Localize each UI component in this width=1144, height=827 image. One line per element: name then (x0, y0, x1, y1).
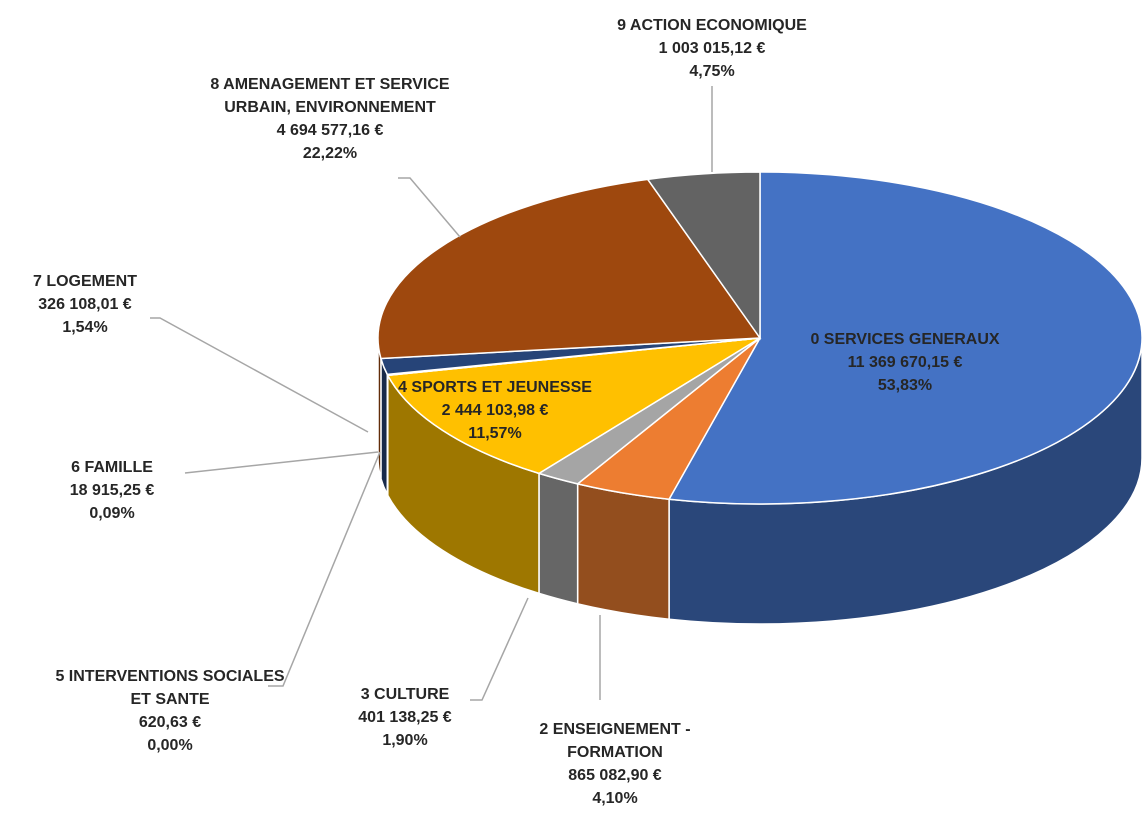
slice-label: 6 FAMILLE 18 915,25 € 0,09% (32, 456, 192, 525)
percentage-label: 4,10% (592, 790, 638, 807)
value-label: 11 369 670,15 € (847, 354, 963, 371)
category-label: 5 INTERVENTIONS SOCIALES ET SANTE (55, 668, 285, 708)
category-label: 8 AMENAGEMENT ET SERVICE URBAIN, ENVIRON… (210, 76, 450, 116)
slice-label: 9 ACTION ECONOMIQUE 1 003 015,12 € 4,75% (562, 14, 862, 83)
percentage-label: 4,75% (689, 63, 735, 80)
slice-label: 7 LOGEMENT 326 108,01 € 1,54% (5, 270, 165, 339)
percentage-label: 53,83% (877, 377, 933, 394)
slice (646, 171, 761, 341)
slice-label: 2 ENSEIGNEMENT - FORMATION 865 082,90 € 4,… (505, 718, 725, 810)
leader-line (470, 597, 529, 701)
value-label: 865 082,90 € (568, 767, 662, 784)
leader-line (398, 177, 461, 238)
value-label: 2 444 103,98 € (441, 402, 549, 419)
percentage-label: 0,00% (147, 737, 193, 754)
category-label: 9 ACTION ECONOMIQUE (617, 17, 807, 34)
slice-side (538, 472, 579, 605)
value-label: 4 694 577,16 € (276, 122, 384, 139)
value-label: 620,63 € (138, 714, 202, 731)
slice-label: 3 CULTURE 401 138,25 € 1,90% (325, 683, 485, 752)
percentage-label: 22,22% (302, 145, 358, 162)
slice-label: 8 AMENAGEMENT ET SERVICE URBAIN, ENVIRON… (200, 73, 460, 165)
category-label: 3 CULTURE (360, 686, 450, 703)
percentage-label: 11,57% (468, 425, 522, 442)
slice (667, 171, 1143, 505)
slice (386, 337, 761, 475)
category-label: 0 SERVICES GENERAUX (810, 331, 1000, 348)
slice-side (576, 482, 670, 621)
value-label: 1 003 015,12 € (658, 40, 766, 57)
slice-label: 0 SERVICES GENERAUX 11 369 670,15 € 53,83% (775, 328, 1035, 397)
category-label: 2 ENSEIGNEMENT - FORMATION (539, 721, 691, 761)
category-label: 7 LOGEMENT (32, 273, 137, 290)
leader-line (268, 451, 381, 687)
leader-line (150, 317, 369, 433)
slice-label: 5 INTERVENTIONS SOCIALES ET SANTE 620,63 … (55, 665, 285, 757)
category-label: 6 FAMILLE (71, 459, 153, 476)
slice (377, 178, 762, 360)
category-label: 4 SPORTS ET JEUNESSE (398, 379, 592, 396)
percentage-label: 0,09% (89, 505, 135, 522)
slice-label: 4 SPORTS ET JEUNESSE 2 444 103,98 € 11,57% (380, 376, 610, 445)
value-label: 18 915,25 € (69, 482, 155, 499)
percentage-label: 1,54% (62, 319, 108, 336)
percentage-label: 1,90% (382, 732, 428, 749)
value-label: 326 108,01 € (38, 296, 132, 313)
value-label: 401 138,25 € (358, 709, 452, 726)
leader-line (184, 451, 379, 474)
